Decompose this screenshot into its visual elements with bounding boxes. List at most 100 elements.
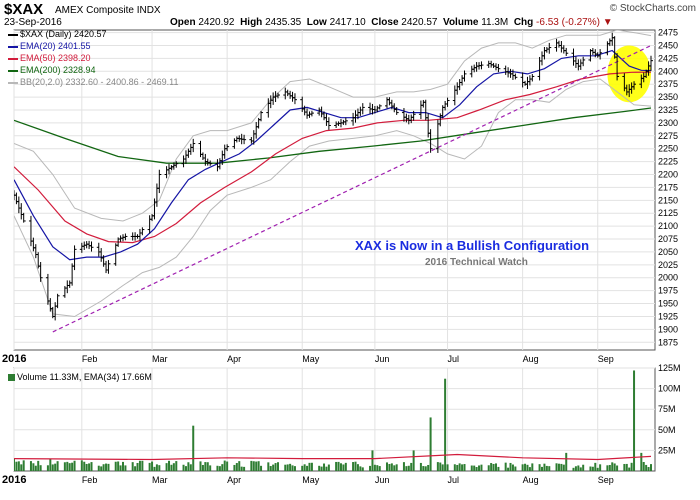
volume-bar [376, 465, 379, 471]
volume-bar [243, 466, 246, 471]
volume-bar [20, 464, 23, 471]
volume-bar [630, 462, 633, 471]
volume-bar [323, 463, 326, 471]
volume-bar [83, 461, 86, 471]
volume-bar [589, 466, 592, 471]
volume-bar [68, 463, 71, 471]
volume-bar [356, 464, 359, 471]
legend-ema20-text: EMA(20) 2401.55 [20, 41, 91, 51]
volume-swatch-icon [8, 374, 15, 382]
volume-bar [453, 464, 456, 471]
ohlc-bar [377, 104, 382, 110]
volume-bar [39, 465, 42, 471]
volume-bar [54, 463, 57, 471]
volume-bar [138, 460, 141, 471]
volume-bar [66, 461, 69, 471]
volume-bar [37, 460, 40, 471]
volume-bar [240, 466, 243, 471]
volume-bar [226, 461, 229, 471]
volume-bar [235, 463, 238, 471]
volume-bar [361, 467, 364, 471]
volume-month-tick-label: Feb [82, 475, 98, 485]
volume-bar [97, 465, 100, 471]
high-label: High [240, 17, 263, 28]
volume-bar [238, 461, 241, 471]
month-tick-label: Aug [523, 354, 539, 364]
volume-bar [29, 461, 32, 471]
volume-bar [199, 461, 202, 471]
month-tick-label: Jun [375, 354, 390, 364]
ohlc-bar [140, 227, 145, 236]
legend-price: $XAX (Daily) 2420.57 [8, 29, 107, 39]
volume-bar [422, 466, 425, 471]
volume-tick-label: 75M [658, 404, 676, 414]
volume-month-tick-label: Apr [227, 475, 241, 485]
volume-bar [114, 461, 117, 471]
volume-bar [608, 464, 611, 471]
month-tick-label: 2016 [2, 353, 26, 365]
volume-bar [204, 462, 207, 471]
volume-bar [124, 465, 127, 471]
volume-bar [221, 464, 224, 471]
low-value: 2417.10 [329, 17, 366, 28]
exchange-name: AMEX Composite INDX [55, 5, 161, 16]
volume-bar [277, 462, 280, 471]
price-tick-label: 2025 [658, 260, 678, 270]
volume-bar [310, 462, 313, 471]
volume-bar [107, 463, 110, 471]
month-tick-label: Feb [82, 354, 98, 364]
volume-bar [223, 460, 226, 471]
volume-bar [308, 462, 311, 471]
volume-bar [303, 464, 306, 471]
volume-bar [412, 450, 415, 471]
volume-bar [209, 465, 212, 471]
chg-label: Chg [513, 17, 534, 28]
price-tick-label: 2275 [658, 131, 678, 141]
volume-month-tick-label: 2016 [2, 474, 26, 486]
ohlc-bar [225, 144, 230, 152]
ohlc-bar [360, 103, 365, 115]
volume-bar [606, 465, 609, 471]
volume-bar [293, 466, 296, 471]
volume-bar [267, 462, 270, 471]
volume-bar [574, 466, 577, 471]
volume-bar [289, 463, 292, 471]
month-tick-label: May [302, 354, 320, 364]
volume-bar [32, 463, 35, 471]
volume-label: Volume [443, 17, 479, 28]
legend-bb-text: BB(20,2.0) 2332.60 - 2400.86 - 2469.11 [20, 77, 179, 87]
volume-bar [56, 461, 59, 471]
price-tick-label: 2050 [658, 247, 678, 257]
month-tick-label: Mar [152, 354, 168, 364]
volume-bar [192, 425, 195, 471]
ohlc-bar [649, 55, 653, 71]
volume-bar [419, 462, 422, 471]
volume-bar [182, 464, 185, 471]
volume-bar [218, 466, 221, 471]
price-tick-label: 2075 [658, 234, 678, 244]
ohlc-bar [38, 262, 43, 282]
volume-bar [439, 462, 442, 471]
volume-bar [475, 467, 478, 471]
price-tick-label: 2350 [658, 92, 678, 102]
volume-bar [557, 463, 560, 471]
volume-bar [521, 464, 524, 471]
ohlc-bar [208, 160, 213, 166]
price-tick-label: 2175 [658, 182, 678, 192]
volume-bar [172, 463, 175, 471]
trendline [52, 44, 652, 333]
volume-bar [509, 462, 512, 471]
ohlc-bar [72, 245, 77, 271]
volume-month-tick-label: Jun [375, 475, 390, 485]
volume-bar [339, 463, 342, 471]
volume-bar [395, 464, 398, 471]
ohlc-bar [343, 117, 348, 126]
ema20-swatch-icon [8, 45, 18, 48]
month-tick-label: Apr [227, 354, 241, 364]
volume-bar [405, 466, 408, 471]
volume-bar [463, 464, 466, 471]
price-tick-label: 2000 [658, 273, 678, 283]
volume-bar [458, 463, 461, 471]
volume-bar [541, 466, 544, 471]
